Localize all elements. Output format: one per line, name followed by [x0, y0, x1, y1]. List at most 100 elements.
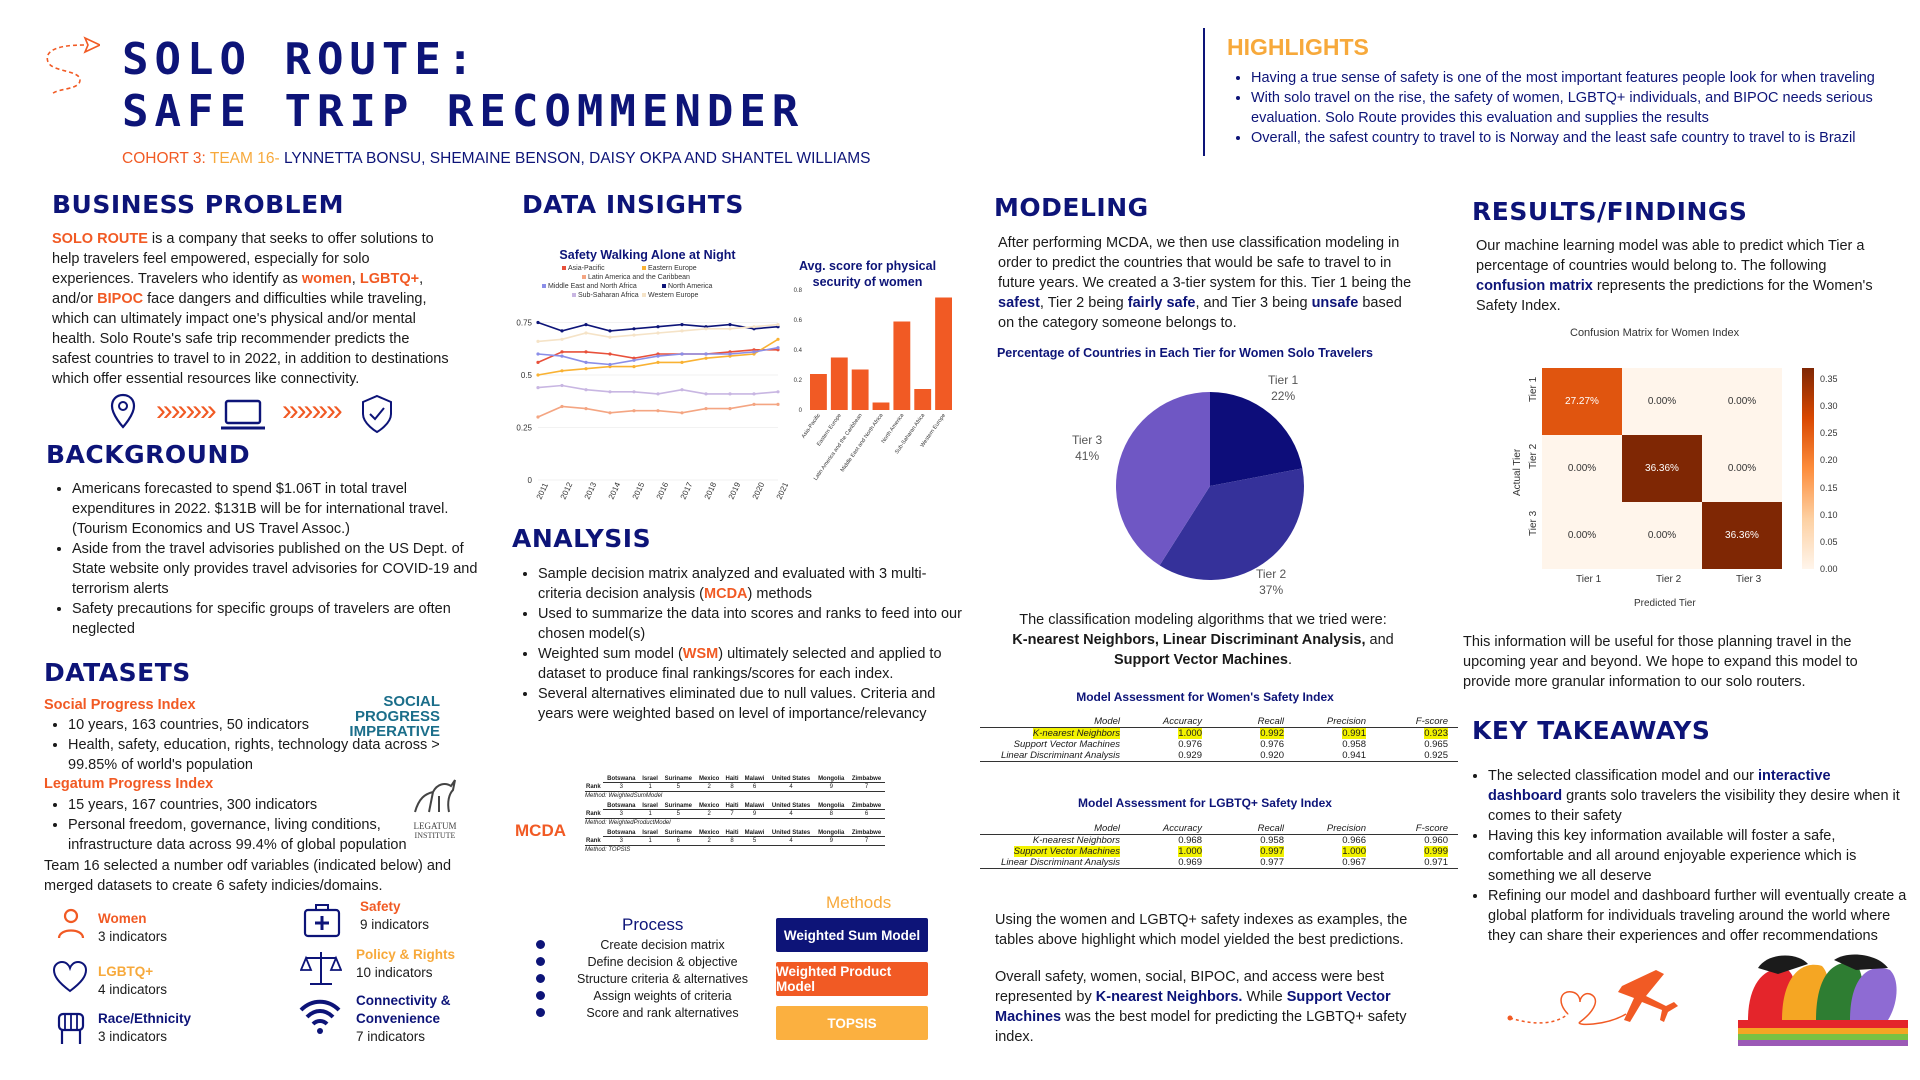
y-tick-label: 0.2	[794, 378, 803, 384]
colorbar-tick-label: 0.00	[1820, 564, 1838, 574]
cm-y-axis-label: Actual Tier	[1512, 448, 1523, 496]
analysis-text: Sample decision matrix analyzed and eval…	[538, 566, 927, 602]
datasets-heading: DATASETS	[44, 658, 191, 687]
mcda-country-header: Israel	[639, 830, 661, 837]
process-step-label: Define decision & objective	[587, 954, 738, 969]
bar-chart-title: Avg. score for physical security of wome…	[798, 259, 937, 289]
mcda-country-header: Mongolia	[814, 776, 849, 783]
mcda-country-header: Botswana	[603, 830, 640, 837]
table-cell-value: 0.991	[1342, 728, 1366, 739]
diverse-faces-illustration-icon	[1738, 954, 1908, 1046]
weighted-product-model-button[interactable]: Weighted Product Model	[776, 962, 928, 996]
bar	[872, 402, 890, 410]
data-point	[608, 411, 612, 415]
background-item: Safety precautions for specific groups o…	[72, 599, 482, 639]
analysis-item: Several alternatives eliminated due to n…	[538, 684, 968, 724]
table-cell: K-nearest Neighbors	[980, 835, 1130, 846]
process-title: Process	[622, 915, 684, 934]
weighted-sum-model-button[interactable]: Weighted Sum Model	[776, 918, 928, 952]
modeling-conclusion-2: Overall safety, women, social, BIPOC, an…	[995, 967, 1425, 1047]
wifi-icon	[299, 999, 341, 1034]
topsis-button[interactable]: TOPSIS	[776, 1006, 928, 1040]
mcda-rank-value: 2	[707, 784, 711, 790]
table-cell-value: 0.958	[1342, 739, 1366, 750]
data-point	[632, 409, 636, 413]
pie-label-percent: 41%	[1075, 449, 1100, 463]
table-cell-value: Support Vector Machines	[1013, 739, 1120, 750]
mcda-table: Botswana Israel Suriname Mexico Haiti Malawi U…	[585, 803, 897, 826]
domain-name: LGBTQ+	[98, 964, 154, 979]
confusion-matrix-title: Confusion Matrix for Women Index	[1570, 327, 1740, 339]
domain-connectivity: Connectivity & Convenience 7 indicators	[356, 992, 486, 1046]
mcda-method-label: Method: WeightedProductModel	[585, 820, 671, 826]
data-point	[536, 386, 540, 390]
results-text: Our machine learning model was able to p…	[1476, 236, 1896, 316]
background-item: Aside from the travel advisories publish…	[72, 539, 482, 599]
data-point	[608, 390, 612, 394]
table-header: Recall	[1212, 716, 1294, 728]
table-header: Accuracy	[1130, 823, 1212, 835]
data-point	[656, 325, 660, 329]
table-cell-value: Support Vector Machines	[1013, 846, 1120, 857]
lpi-item: Personal freedom, governance, living con…	[68, 815, 468, 855]
mcda-country-header: United States	[767, 803, 815, 810]
table-row: Linear Discriminant Analysis 0.929 0.920 0.…	[980, 750, 1458, 762]
cm-x-tick-label: Tier 2	[1656, 574, 1682, 585]
data-point	[584, 360, 588, 364]
table-cell-value: 0.971	[1424, 857, 1448, 868]
takeaway-text: grants solo travelers the visibility the…	[1488, 788, 1900, 824]
legend-swatch	[662, 284, 666, 288]
table-row: Linear Discriminant Analysis 0.969 0.977 0.…	[980, 857, 1458, 869]
table-header: Model	[980, 823, 1130, 835]
table-cell-value: 0.969	[1178, 857, 1202, 868]
table-cell-value: 0.976	[1178, 739, 1202, 750]
process-step: Structure criteria & alternatives	[536, 970, 766, 987]
data-point	[632, 390, 636, 394]
data-point	[680, 323, 684, 327]
legatum-logo: LEGATUM INSTITUTE	[404, 776, 466, 840]
cm-x-axis-label: Predicted Tier	[1634, 598, 1696, 609]
cohort-label: COHORT 3:	[122, 150, 206, 167]
modeling-body: based on the category someone belongs to…	[998, 295, 1402, 331]
legend-label: Middle East and North Africa	[548, 283, 637, 290]
team-members: LYNNETTA BONSU, SHEMAINE BENSON, DAISY O…	[283, 150, 871, 167]
cm-x-tick-label: Tier 1	[1576, 574, 1602, 585]
colorbar-tick-label: 0.35	[1820, 373, 1838, 384]
mcda-country-header: United States	[767, 830, 815, 837]
analysis-item: Sample decision matrix analyzed and eval…	[538, 564, 968, 604]
cm-y-tick-label: Tier 2	[1528, 443, 1539, 469]
pie-label-text: Tier 3	[1072, 433, 1103, 447]
domain-count: 9 indicators	[360, 917, 430, 932]
highlights-heading: HIGHLIGHTS	[1227, 34, 1369, 60]
data-point	[584, 331, 588, 335]
women-assessment-table: Model Accuracy Recall Precision F-score K-nea…	[980, 716, 1458, 762]
data-point	[656, 331, 660, 335]
background-list: Americans forecasted to spend $1.06T in …	[50, 479, 482, 639]
mcda-rank-value: 7	[864, 784, 869, 790]
data-point	[752, 350, 756, 354]
process-step: Assign weights of criteria	[536, 987, 766, 1004]
highlight-item: With solo travel on the rise, the safety…	[1251, 88, 1920, 128]
mcda-rank-label: Rank	[586, 783, 601, 790]
bar	[830, 357, 848, 410]
mcda-table: Botswana Israel Suriname Mexico Haiti Malawi U…	[585, 776, 897, 799]
table-cell-value: 0.966	[1342, 835, 1366, 846]
mcda-rank-table: Botswana Israel Suriname Mexico Haiti Malawi U…	[585, 830, 885, 846]
pie-label-text: Tier 2	[1256, 567, 1287, 581]
table-cell-value: 0.968	[1178, 835, 1202, 846]
data-point	[608, 352, 612, 356]
table-cell: 0.976	[1212, 739, 1294, 750]
data-point	[776, 323, 780, 327]
table-header: Precision	[1294, 823, 1376, 835]
table-row: Support Vector Machines 0.976 0.976 0.958 0.…	[980, 739, 1458, 750]
data-point	[560, 354, 564, 358]
process-step-label: Assign weights of criteria	[593, 988, 732, 1003]
mcda-country-header: Mexico	[695, 776, 723, 783]
table-header: Precision	[1294, 716, 1376, 728]
table-cell: 0.976	[1130, 739, 1212, 750]
data-point	[680, 360, 684, 364]
algorithms-and: and	[1365, 632, 1394, 648]
data-point	[704, 407, 708, 411]
bullet-dot-icon	[536, 991, 545, 1000]
